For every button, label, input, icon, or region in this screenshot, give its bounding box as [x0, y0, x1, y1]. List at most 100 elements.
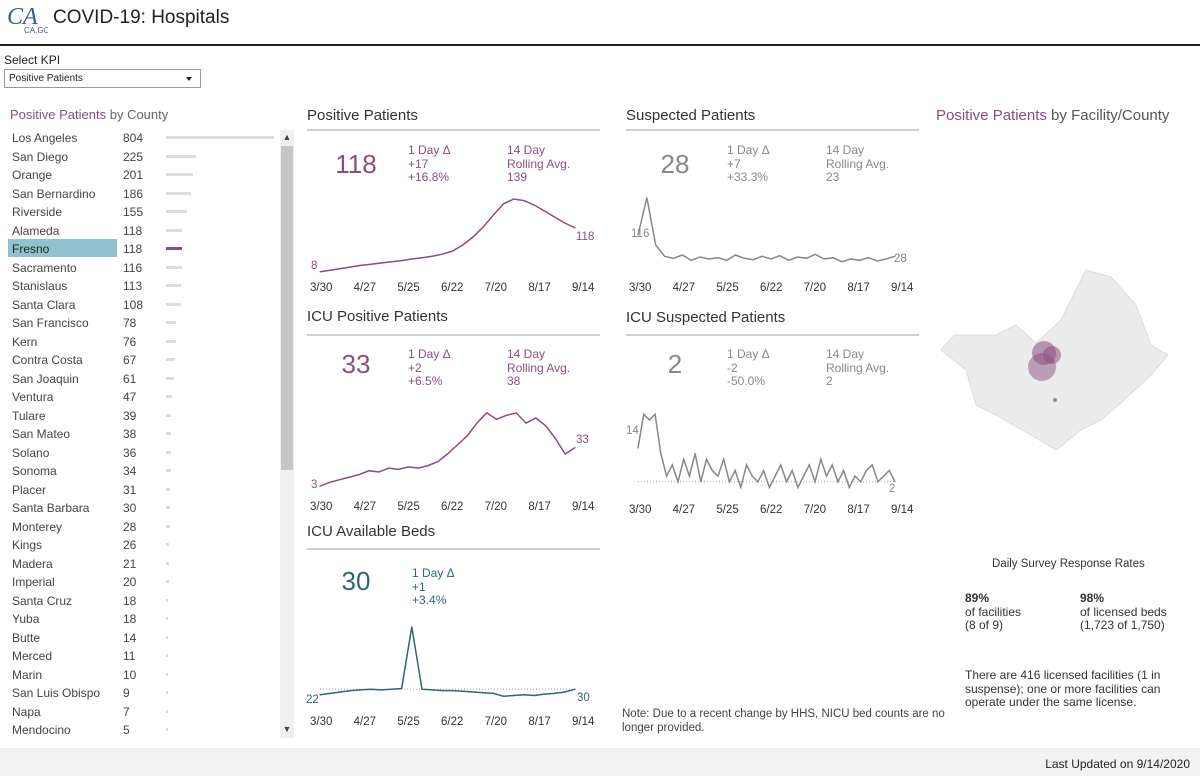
county-map[interactable]: [936, 265, 1176, 465]
positive-delta: 1 Day Δ +17 +16.8%: [408, 143, 451, 185]
scroll-up-icon[interactable]: ▲: [282, 132, 292, 142]
facilities-label: of facilities: [965, 604, 1022, 619]
county-row[interactable]: Marin 10: [6, 665, 278, 684]
county-name: Imperial: [12, 575, 55, 589]
x-tick-label: 5/25: [397, 282, 420, 294]
data-point: [350, 266, 352, 268]
county-name: Merced: [12, 649, 53, 663]
county-value: 26: [123, 538, 137, 552]
positive-x-axis: 3/30 4/27 5/25 6/22 7/20 8/17 9/14: [310, 282, 594, 296]
county-row[interactable]: San Joaquin 61: [6, 369, 278, 388]
county-row[interactable]: San Bernardino 186: [6, 184, 278, 203]
county-value: 18: [123, 593, 137, 608]
data-point: [770, 258, 772, 260]
kpi-dropdown[interactable]: Positive Patients: [4, 69, 201, 88]
county-row[interactable]: Merced 11: [6, 646, 278, 665]
x-tick-label: 6/22: [441, 282, 464, 294]
icu-positive-line-chart[interactable]: [319, 400, 576, 490]
county-name: Solano: [12, 445, 50, 460]
data-point: [513, 198, 515, 200]
scroll-thumb[interactable]: [281, 146, 293, 470]
x-tick-label: 7/20: [803, 282, 827, 294]
county-bar: [166, 580, 169, 583]
suspected-panel-title: Suspected Patients: [626, 107, 756, 124]
data-point: [417, 467, 419, 469]
county-row[interactable]: Yuba 18: [6, 609, 278, 628]
scroll-down-icon[interactable]: ▼: [282, 724, 292, 734]
x-tick-label: 4/27: [672, 504, 696, 516]
data-point: [831, 464, 833, 466]
x-tick-label: 6/22: [760, 504, 783, 516]
county-row[interactable]: San Luis Obispo 9: [6, 683, 278, 702]
county-name: San Luis Obispo: [12, 686, 101, 700]
county-value: 61: [123, 371, 137, 386]
county-row[interactable]: Imperial 20: [6, 572, 278, 591]
data-point: [694, 453, 696, 455]
data-point: [319, 271, 321, 273]
county-value: 116: [123, 260, 143, 275]
county-name: Santa Cruz: [12, 593, 73, 608]
county-row[interactable]: Mendocino 5: [6, 720, 278, 738]
county-row[interactable]: Kern 76: [6, 332, 278, 351]
county-bar: [166, 728, 168, 731]
county-row[interactable]: Tulare 39: [6, 406, 278, 425]
facility-panel-title: Positive Patients by Facility/County: [936, 107, 1169, 124]
county-panel-title: Positive Patients by County: [10, 107, 168, 122]
icu-beds-line-chart[interactable]: [319, 620, 576, 710]
county-row[interactable]: Fresno 118: [6, 239, 278, 258]
county-value: 31: [123, 482, 137, 497]
county-name: Riverside: [12, 205, 63, 219]
county-bar: [166, 173, 193, 176]
county-row[interactable]: Alameda 118: [6, 221, 278, 240]
county-row[interactable]: Sonoma 34: [6, 461, 278, 480]
data-point: [655, 244, 657, 246]
data-point: [666, 475, 668, 477]
data-point: [825, 475, 828, 477]
data-point: [717, 257, 719, 259]
delta-abs: -2: [727, 360, 738, 375]
county-row[interactable]: Stanislaus 113: [6, 276, 278, 295]
county-row[interactable]: Ventura 47: [6, 387, 278, 406]
county-row[interactable]: Riverside 155: [6, 202, 278, 221]
data-point: [554, 692, 556, 694]
icu-suspected-line-chart[interactable]: [637, 403, 896, 493]
county-name: San Bernardino: [12, 186, 96, 201]
positive-line-chart[interactable]: [319, 195, 576, 275]
county-row[interactable]: San Mateo 38: [6, 424, 278, 443]
ca-gov-logo[interactable]: CA CA.GOV: [6, 2, 48, 36]
data-point: [757, 481, 759, 483]
county-row[interactable]: Napa 7: [6, 702, 278, 721]
county-row[interactable]: Solano 36: [6, 443, 278, 462]
county-row[interactable]: Monterey 28: [6, 517, 278, 536]
county-row[interactable]: San Diego 225: [6, 147, 278, 166]
county-scrollbar[interactable]: ▲ ▼: [280, 130, 294, 738]
data-point: [388, 467, 390, 469]
county-bar: [166, 395, 173, 398]
delta-abs: +1: [412, 579, 426, 594]
county-name: Marin: [12, 667, 43, 682]
county-row[interactable]: Placer 31: [6, 480, 278, 499]
data-point: [708, 258, 710, 260]
data-point: [761, 255, 763, 257]
county-name: Placer: [12, 482, 47, 497]
data-point: [329, 269, 331, 271]
data-point: [421, 257, 423, 259]
county-name: Tulare: [12, 408, 46, 423]
county-row[interactable]: Kings 26: [6, 535, 278, 554]
beds-label: of licensed beds: [1080, 604, 1167, 619]
county-row[interactable]: Butte 14: [6, 628, 278, 647]
county-list[interactable]: Los Angeles 804 San Diego 225 Orange 201 San B…: [6, 128, 278, 738]
x-tick-label: 7/20: [803, 504, 827, 516]
county-row[interactable]: Los Angeles 804: [6, 128, 278, 147]
county-row[interactable]: Santa Clara 108: [6, 295, 278, 314]
county-row[interactable]: Orange 201: [6, 165, 278, 184]
county-row[interactable]: Madera 21: [6, 554, 278, 573]
county-row[interactable]: San Francisco 78: [6, 313, 278, 332]
county-row[interactable]: Santa Cruz 18: [6, 591, 278, 610]
county-row[interactable]: Contra Costa 67: [6, 350, 278, 369]
county-row[interactable]: Sacramento 116: [6, 258, 278, 277]
data-point: [672, 257, 674, 259]
suspected-line-chart[interactable]: [637, 195, 896, 275]
county-row[interactable]: Santa Barbara 30: [6, 498, 278, 517]
x-tick-label: 8/17: [528, 501, 551, 513]
